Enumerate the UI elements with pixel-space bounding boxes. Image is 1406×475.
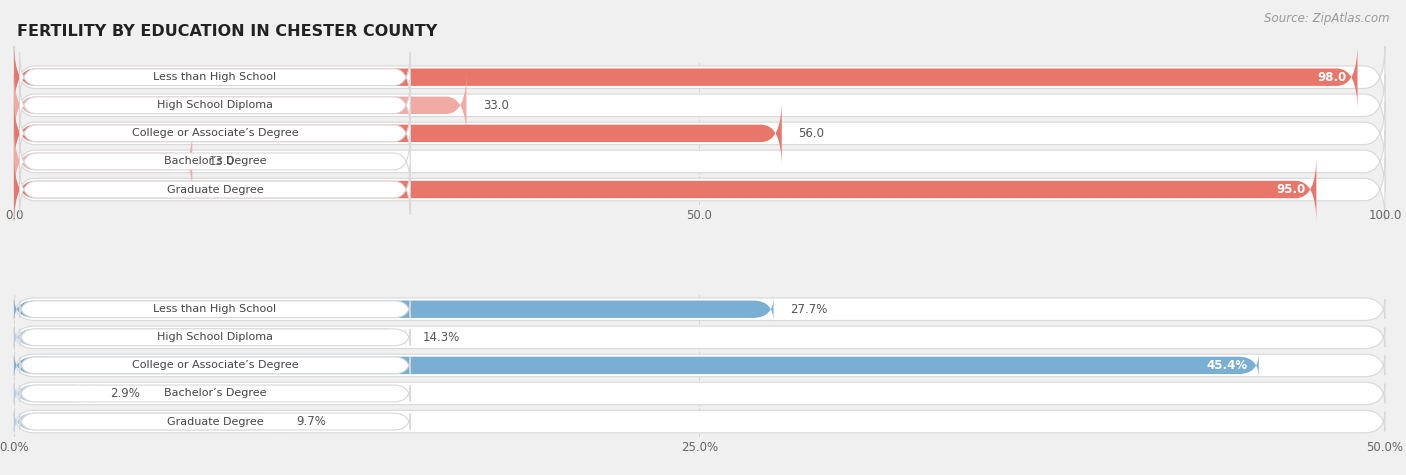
- FancyBboxPatch shape: [14, 44, 1358, 111]
- FancyBboxPatch shape: [14, 156, 1316, 223]
- FancyBboxPatch shape: [14, 381, 94, 406]
- FancyBboxPatch shape: [20, 164, 411, 215]
- Text: 27.7%: 27.7%: [790, 303, 827, 316]
- FancyBboxPatch shape: [20, 301, 411, 318]
- FancyBboxPatch shape: [20, 52, 411, 103]
- Text: 33.0: 33.0: [482, 99, 509, 112]
- FancyBboxPatch shape: [14, 72, 467, 139]
- FancyBboxPatch shape: [20, 329, 411, 346]
- FancyBboxPatch shape: [14, 382, 1385, 405]
- Text: 2.9%: 2.9%: [110, 387, 139, 400]
- FancyBboxPatch shape: [14, 103, 1385, 164]
- Text: 56.0: 56.0: [799, 127, 824, 140]
- FancyBboxPatch shape: [14, 325, 406, 350]
- Text: Bachelor’s Degree: Bachelor’s Degree: [163, 389, 266, 399]
- Text: 45.4%: 45.4%: [1206, 359, 1249, 372]
- Text: 9.7%: 9.7%: [297, 415, 326, 428]
- Text: Less than High School: Less than High School: [153, 72, 277, 82]
- Text: Bachelor’s Degree: Bachelor’s Degree: [163, 156, 266, 166]
- FancyBboxPatch shape: [14, 409, 280, 434]
- Text: Graduate Degree: Graduate Degree: [166, 184, 263, 195]
- FancyBboxPatch shape: [20, 108, 411, 159]
- Text: Source: ZipAtlas.com: Source: ZipAtlas.com: [1264, 12, 1389, 25]
- FancyBboxPatch shape: [20, 357, 411, 374]
- FancyBboxPatch shape: [14, 75, 1385, 136]
- Text: FERTILITY BY EDUCATION IN CHESTER COUNTY: FERTILITY BY EDUCATION IN CHESTER COUNTY: [17, 24, 437, 39]
- Text: 14.3%: 14.3%: [423, 331, 460, 344]
- Text: 95.0: 95.0: [1277, 183, 1305, 196]
- Text: 98.0: 98.0: [1317, 71, 1347, 84]
- FancyBboxPatch shape: [20, 80, 411, 131]
- FancyBboxPatch shape: [20, 413, 411, 430]
- FancyBboxPatch shape: [14, 297, 773, 322]
- Text: High School Diploma: High School Diploma: [157, 100, 273, 110]
- FancyBboxPatch shape: [14, 410, 1385, 433]
- FancyBboxPatch shape: [14, 354, 1385, 377]
- Text: High School Diploma: High School Diploma: [157, 332, 273, 342]
- FancyBboxPatch shape: [20, 385, 411, 402]
- Text: College or Associate’s Degree: College or Associate’s Degree: [132, 128, 298, 138]
- Text: 13.0: 13.0: [208, 155, 235, 168]
- FancyBboxPatch shape: [14, 46, 1385, 108]
- FancyBboxPatch shape: [20, 136, 411, 187]
- Text: College or Associate’s Degree: College or Associate’s Degree: [132, 361, 298, 370]
- FancyBboxPatch shape: [14, 326, 1385, 349]
- Text: Graduate Degree: Graduate Degree: [166, 417, 263, 427]
- FancyBboxPatch shape: [14, 100, 782, 167]
- FancyBboxPatch shape: [14, 159, 1385, 220]
- FancyBboxPatch shape: [14, 128, 193, 195]
- FancyBboxPatch shape: [14, 298, 1385, 321]
- Text: Less than High School: Less than High School: [153, 304, 277, 314]
- FancyBboxPatch shape: [14, 131, 1385, 192]
- FancyBboxPatch shape: [14, 353, 1258, 378]
